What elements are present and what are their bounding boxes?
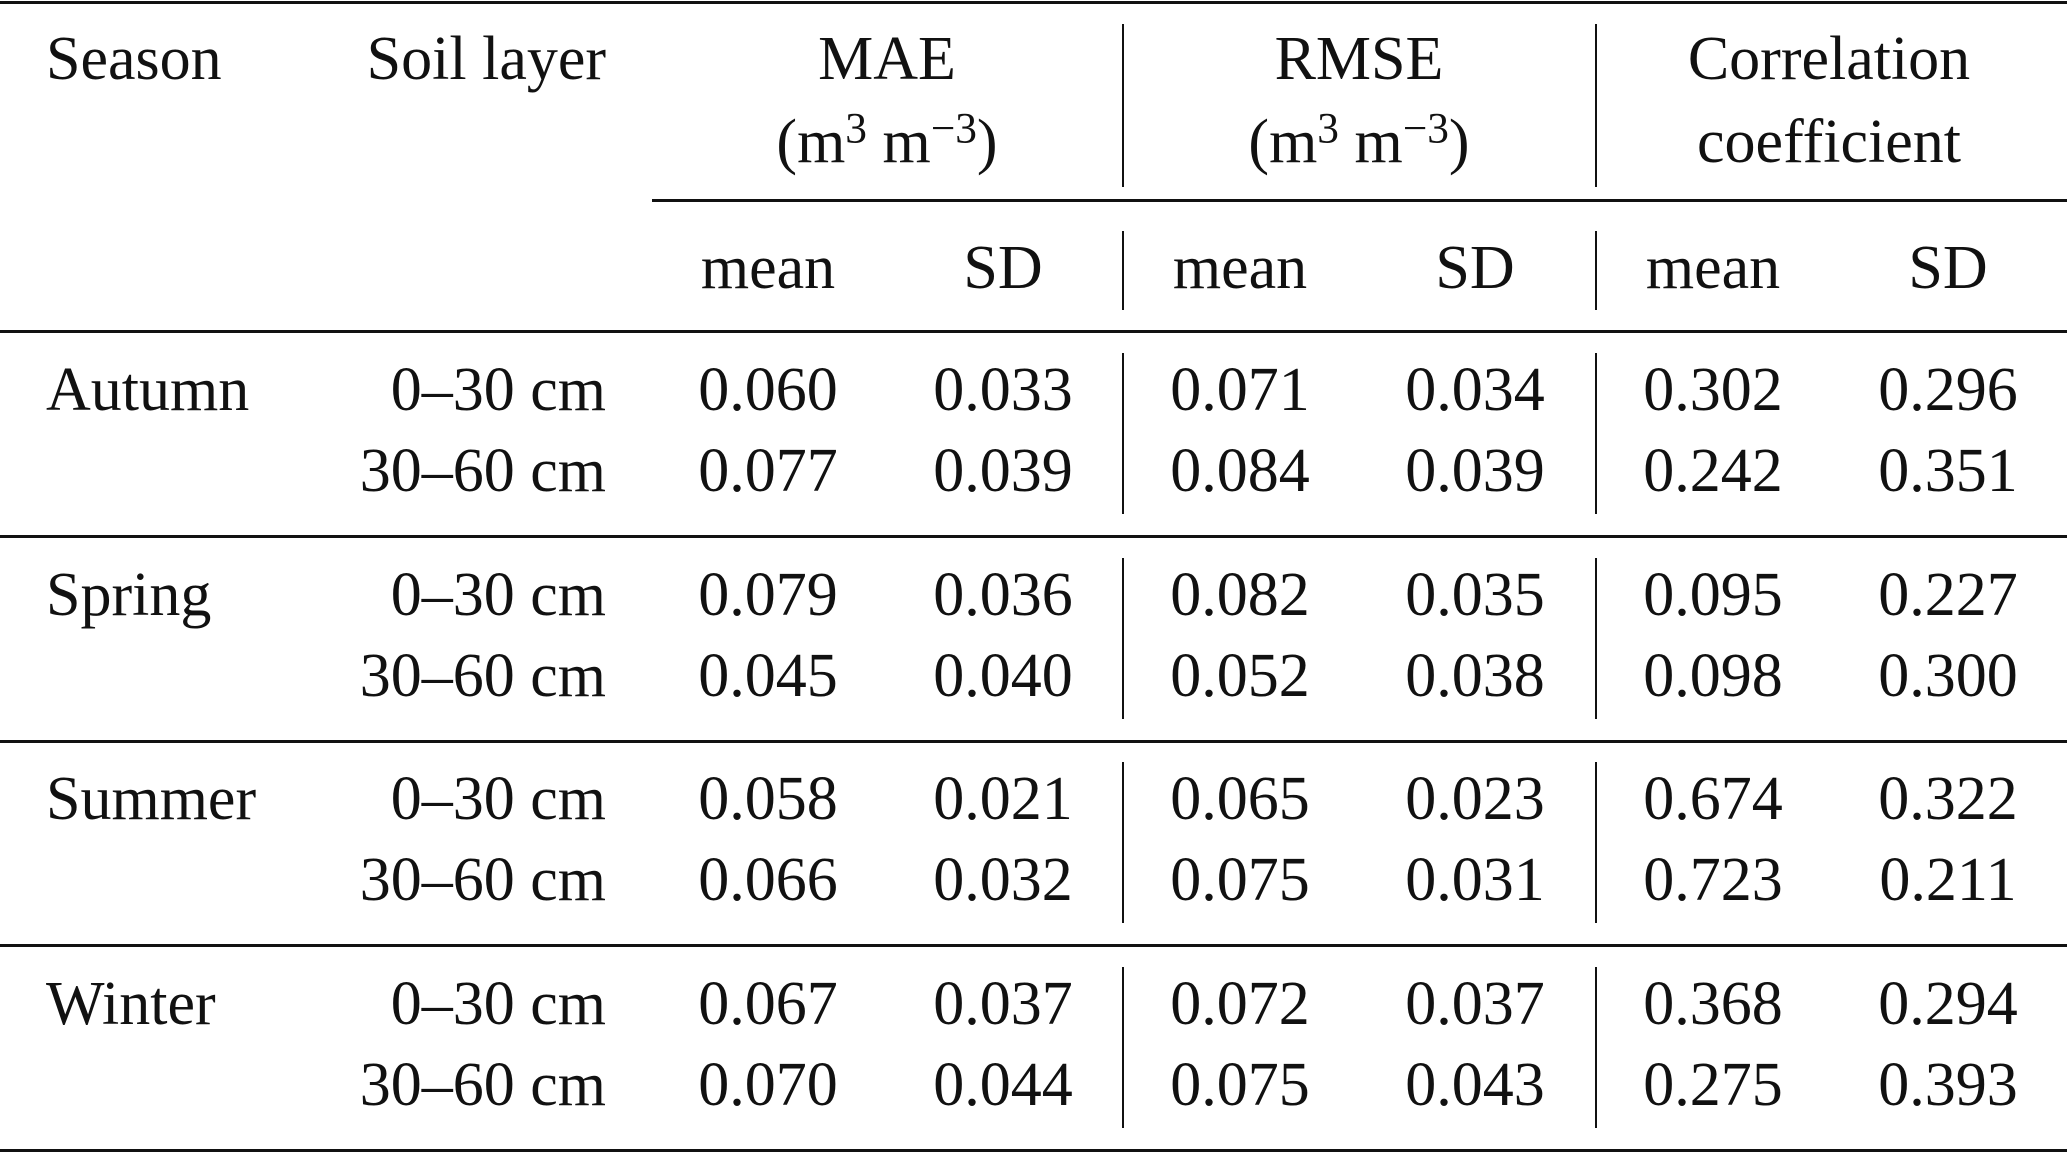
column-divider: [1122, 353, 1124, 514]
value-cell: 0.039: [933, 437, 1073, 505]
value-cell: 0.036: [933, 560, 1073, 629]
header-mae: MAE: [818, 25, 956, 93]
group-rule: [652, 199, 2067, 202]
value-cell: 0.043: [1405, 1050, 1545, 1119]
value-cell: 0.095: [1643, 560, 1783, 629]
value-cell: 0.300: [1878, 641, 2018, 710]
value-cell: 0.294: [1878, 969, 2018, 1038]
value-cell: 0.296: [1878, 356, 2018, 424]
subheader-mean: mean: [1645, 234, 1781, 302]
column-divider: [1595, 353, 1597, 514]
value-cell: 0.045: [698, 641, 838, 710]
season-label: Winter: [46, 969, 216, 1038]
header-season: Season: [46, 25, 222, 93]
column-divider: [1122, 557, 1124, 719]
soil-layer-cell: 30–60 cm: [359, 1050, 606, 1119]
value-cell: 0.052: [1170, 641, 1310, 710]
value-cell: 0.368: [1643, 969, 1783, 1038]
subheader-sd: SD: [1435, 234, 1515, 302]
subheader-sd: SD: [963, 234, 1043, 302]
value-cell: 0.084: [1170, 437, 1310, 505]
soil-layer-cell: 0–30 cm: [390, 765, 606, 833]
value-cell: 0.071: [1170, 356, 1310, 424]
value-cell: 0.032: [933, 846, 1073, 914]
column-divider: [1595, 966, 1597, 1128]
season-label: Summer: [46, 765, 257, 833]
value-cell: 0.075: [1170, 1050, 1310, 1119]
column-divider: [1122, 966, 1124, 1128]
column-divider: [1122, 24, 1124, 187]
section-rule: [0, 944, 2067, 947]
subheader-mean: mean: [700, 234, 836, 302]
value-cell: 0.066: [698, 846, 838, 914]
value-cell: 0.023: [1405, 765, 1545, 833]
value-cell: 0.065: [1170, 765, 1310, 833]
value-cell: 0.075: [1170, 846, 1310, 914]
soil-layer-cell: 0–30 cm: [390, 356, 606, 424]
value-cell: 0.067: [698, 969, 838, 1038]
season-label: Autumn: [46, 356, 250, 424]
column-divider: [1595, 762, 1597, 923]
subheader-mean: mean: [1172, 234, 1308, 302]
subheader-sd: SD: [1908, 234, 1988, 302]
value-cell: 0.038: [1405, 641, 1545, 710]
value-cell: 0.393: [1878, 1050, 2018, 1119]
value-cell: 0.079: [698, 560, 838, 629]
value-cell: 0.082: [1170, 560, 1310, 629]
value-cell: 0.072: [1170, 969, 1310, 1038]
header-correlation-sub: coefficient: [1697, 108, 1961, 176]
header-correlation: Correlation: [1687, 25, 1971, 93]
value-cell: 0.302: [1643, 356, 1783, 424]
value-cell: 0.351: [1878, 437, 2018, 505]
header-rmse-unit: (m3 m−3): [1248, 104, 1470, 176]
value-cell: 0.674: [1643, 765, 1783, 833]
value-cell: 0.044: [933, 1050, 1073, 1119]
value-cell: 0.058: [698, 765, 838, 833]
value-cell: 0.070: [698, 1050, 838, 1119]
value-cell: 0.211: [1879, 846, 2017, 914]
value-cell: 0.033: [933, 356, 1073, 424]
value-cell: 0.035: [1405, 560, 1545, 629]
column-divider: [1122, 762, 1124, 923]
soil-layer-cell: 0–30 cm: [390, 969, 606, 1038]
value-cell: 0.037: [1405, 969, 1545, 1038]
value-cell: 0.031: [1405, 846, 1545, 914]
soil-layer-cell: 30–60 cm: [359, 641, 606, 710]
header-bottom-rule: [0, 330, 2067, 333]
header-soil-layer: Soil layer: [366, 25, 606, 93]
season-label: Spring: [46, 560, 212, 629]
soil-layer-cell: 30–60 cm: [359, 846, 606, 914]
top-rule: [0, 1, 2067, 4]
section-rule: [0, 739, 2067, 743]
value-cell: 0.037: [933, 969, 1073, 1038]
column-divider: [1595, 231, 1597, 310]
header-rmse: RMSE: [1274, 25, 1444, 93]
soil-layer-cell: 0–30 cm: [390, 560, 606, 629]
header-mae-unit: (m3 m−3): [776, 104, 998, 176]
value-cell: 0.242: [1643, 437, 1783, 505]
value-cell: 0.098: [1643, 641, 1783, 710]
column-divider: [1595, 24, 1597, 187]
value-cell: 0.021: [933, 765, 1073, 833]
value-cell: 0.040: [933, 641, 1073, 710]
value-cell: 0.034: [1405, 356, 1545, 424]
column-divider: [1595, 557, 1597, 719]
soil-layer-cell: 30–60 cm: [359, 437, 606, 505]
section-rule: [0, 535, 2067, 538]
value-cell: 0.723: [1643, 846, 1783, 914]
value-cell: 0.060: [698, 356, 838, 424]
value-cell: 0.077: [698, 437, 838, 505]
value-cell: 0.227: [1878, 560, 2018, 629]
column-divider: [1122, 231, 1124, 310]
value-cell: 0.275: [1643, 1050, 1783, 1119]
value-cell: 0.039: [1405, 437, 1545, 505]
bottom-rule: [0, 1148, 2067, 1152]
value-cell: 0.322: [1878, 765, 2018, 833]
